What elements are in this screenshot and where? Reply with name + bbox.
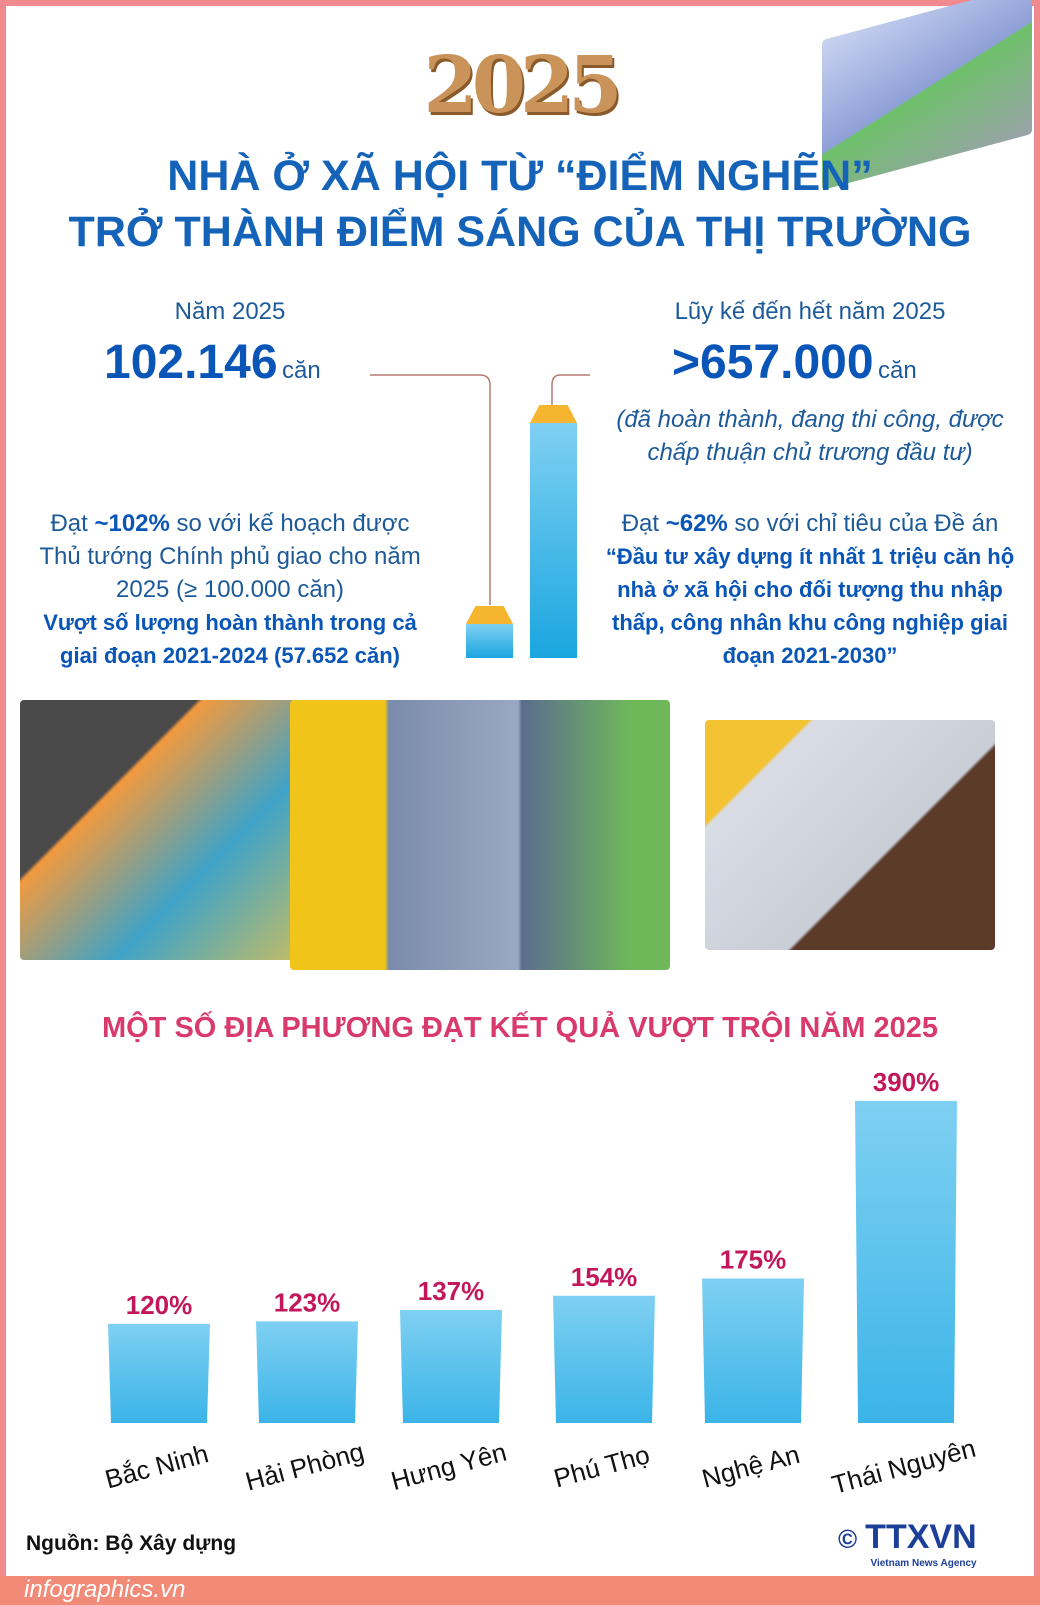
construction-site-illustration <box>705 720 995 950</box>
left-paragraph: Đạt ~102% so với kế hoạch được Thủ tướng… <box>30 507 430 672</box>
category-label-4: Nghệ An <box>699 1439 803 1494</box>
bar-0 <box>108 1323 210 1423</box>
left-value: 102.146 <box>104 336 278 389</box>
tall-bar-cap <box>530 405 577 423</box>
year-heading: 2025 <box>423 40 622 131</box>
bar-chart: 120% Bắc Ninh 123% Hải Phòng 137% Hưng Yên 154… <box>102 1067 979 1500</box>
connector-lines <box>370 374 590 605</box>
small-bar <box>466 624 513 658</box>
chart-title: MỘT SỐ ĐỊA PHƯƠNG ĐẠT KẾT QUẢ VƯỢT TRỘI … <box>101 1012 939 1044</box>
apartment-building-illustration <box>290 700 670 970</box>
page-title: NHÀ Ở XÃ HỘI TỪ “ĐIỂM NGHẼN” TRỞ THÀNH ĐI… <box>40 148 1000 260</box>
left-bold: Vượt số lượng hoàn thành trong cả giai đ… <box>43 610 417 668</box>
right-note: (đã hoàn thành, đang thi công, được chấp… <box>616 406 1004 466</box>
right-bold: “Đầu tư xây dựng ít nhất 1 triệu căn hộ … <box>605 544 1015 668</box>
category-label-0: Bắc Ninh <box>102 1438 212 1494</box>
bar-2 <box>400 1309 502 1423</box>
left-label: Năm 2025 <box>174 298 286 325</box>
category-label-3: Phú Thọ <box>551 1439 653 1493</box>
small-bar-cap <box>466 606 513 624</box>
right-label: Lũy kế đến hết năm 2025 <box>674 298 946 325</box>
bar-1 <box>256 1321 358 1423</box>
source-text: Nguồn: Bộ Xây dựng <box>26 1532 237 1555</box>
ttxvn-logo: © TTXVN Vietnam News Agency <box>838 1518 977 1570</box>
data-label-2: 137% <box>418 1276 485 1306</box>
bar-5 <box>855 1100 957 1423</box>
copyright-icon: © <box>838 1524 858 1554</box>
left-unit: căn <box>281 357 321 384</box>
bar-3 <box>553 1295 655 1423</box>
title-line-1: NHÀ Ở XÃ HỘI TỪ “ĐIỂM NGHẼN” <box>167 152 873 200</box>
right-paragraph: Đạt ~62% so với chỉ tiêu của Đề án “Đầu t… <box>600 507 1020 672</box>
right-value: >657.000 <box>672 336 874 389</box>
left-stat: 102.146 căn <box>104 335 321 390</box>
logo-text: TTXVN <box>865 1518 977 1556</box>
footer-bar: infographics.vn <box>0 1576 1040 1605</box>
category-label-1: Hải Phòng <box>242 1436 367 1496</box>
site-link[interactable]: infographics.vn <box>24 1576 186 1603</box>
data-label-0: 120% <box>126 1290 193 1320</box>
data-label-1: 123% <box>274 1287 341 1317</box>
right-stat: >657.000 căn <box>672 335 917 390</box>
data-label-4: 175% <box>720 1244 787 1274</box>
title-line-2: TRỞ THÀNH ĐIỂM SÁNG CỦA THỊ TRƯỜNG <box>68 208 972 256</box>
data-label-5: 390% <box>873 1067 940 1097</box>
logo-subtitle: Vietnam News Agency <box>870 1558 977 1569</box>
tall-bar <box>530 423 577 658</box>
data-label-3: 154% <box>571 1262 638 1292</box>
bar-4 <box>702 1278 804 1423</box>
right-unit: căn <box>878 357 917 384</box>
category-label-2: Hưng Yên <box>388 1437 510 1497</box>
category-label-5: Thái Nguyên <box>829 1433 979 1500</box>
